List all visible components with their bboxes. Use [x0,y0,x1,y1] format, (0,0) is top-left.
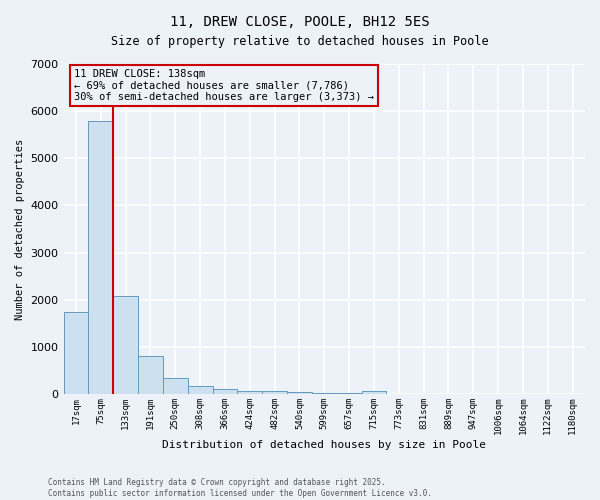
Bar [212,389,238,394]
Bar [238,390,262,394]
Text: 11, DREW CLOSE, POOLE, BH12 5ES: 11, DREW CLOSE, POOLE, BH12 5ES [170,15,430,29]
Bar [337,393,362,394]
Bar [362,392,386,394]
Bar [64,312,88,394]
Y-axis label: Number of detached properties: Number of detached properties [15,138,25,320]
Bar [138,356,163,394]
X-axis label: Distribution of detached houses by size in Poole: Distribution of detached houses by size … [162,440,486,450]
Bar [113,296,138,394]
Bar [287,392,312,394]
Bar [163,378,188,394]
Text: 11 DREW CLOSE: 138sqm
← 69% of detached houses are smaller (7,786)
30% of semi-d: 11 DREW CLOSE: 138sqm ← 69% of detached … [74,69,374,102]
Text: Contains HM Land Registry data © Crown copyright and database right 2025.
Contai: Contains HM Land Registry data © Crown c… [48,478,432,498]
Bar [262,391,287,394]
Bar [312,393,337,394]
Bar [188,386,212,394]
Text: Size of property relative to detached houses in Poole: Size of property relative to detached ho… [111,35,489,48]
Bar [88,120,113,394]
